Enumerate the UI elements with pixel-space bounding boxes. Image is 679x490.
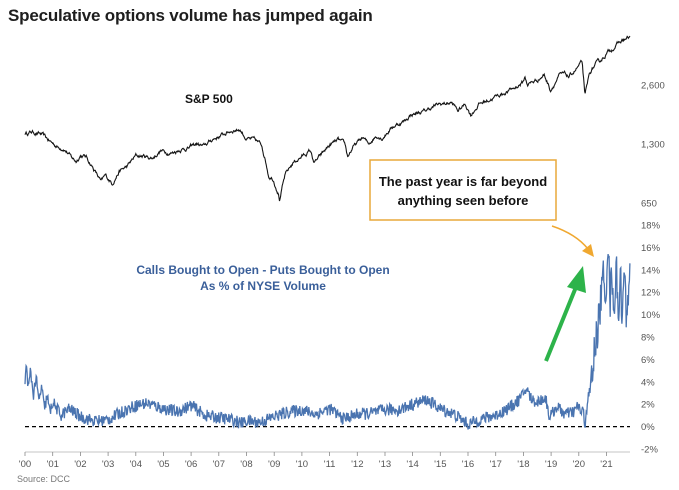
annotation-text-line1: The past year is far beyond — [379, 174, 547, 189]
x-tick-label: '21 — [600, 459, 612, 470]
x-tick-label: '08 — [240, 459, 252, 470]
x-tick-label: '20 — [573, 459, 585, 470]
options-y-tick-label: 8% — [641, 333, 655, 344]
options-y-tick-label: 0% — [641, 422, 655, 433]
options-series-label-line1: Calls Bought to Open - Puts Bought to Op… — [136, 263, 389, 277]
sp500-y-tick-label: 1,300 — [641, 140, 665, 151]
x-tick-label: '03 — [102, 459, 114, 470]
annotation-box — [369, 159, 557, 221]
green-trend-arrow-shaft — [544, 286, 578, 362]
annotation-text-line2: anything seen before — [398, 193, 529, 208]
chart-title: Speculative options volume has jumped ag… — [8, 6, 373, 25]
green-trend-arrowhead — [567, 266, 586, 293]
options-series-label-line2: As % of NYSE Volume — [200, 279, 326, 293]
x-tick-label: '15 — [434, 459, 446, 470]
options-y-tick-label: -2% — [641, 445, 658, 456]
x-tick-label: '17 — [490, 459, 502, 470]
x-tick-label: '04 — [130, 459, 142, 470]
sp500-y-axis: 650 1,300 2,600 — [641, 81, 665, 210]
options-y-tick-label: 2% — [641, 400, 655, 411]
options-y-tick-label: 6% — [641, 355, 655, 366]
options-y-tick-label: 10% — [641, 310, 661, 321]
x-tick-label: '02 — [74, 459, 86, 470]
annotation-pointer-arrow — [551, 225, 589, 250]
options-y-tick-label: 14% — [641, 265, 661, 276]
x-tick-label: '13 — [379, 459, 391, 470]
annotation-pointer-arrowhead — [582, 244, 594, 257]
x-tick-label: '16 — [462, 459, 474, 470]
x-tick-label: '09 — [268, 459, 280, 470]
x-tick-label: '11 — [324, 459, 336, 470]
options-y-tick-label: 12% — [641, 288, 661, 299]
x-tick-label: '00 — [19, 459, 31, 470]
x-tick-label: '07 — [213, 459, 225, 470]
options-y-tick-label: 18% — [641, 221, 661, 232]
source-note: Source: DCC — [17, 474, 71, 484]
options-y-axis: 18% 16% 14% 12% 10% 8% 6% 4% 2% 0% -2% — [641, 221, 661, 456]
options-y-tick-label: 16% — [641, 243, 661, 254]
sp500-y-tick-label: 2,600 — [641, 81, 665, 92]
sp500-y-tick-label: 650 — [641, 199, 657, 210]
x-tick-label: '19 — [545, 459, 557, 470]
x-tick-label: '12 — [351, 459, 363, 470]
x-tick-label: '18 — [517, 459, 529, 470]
x-tick-label: '06 — [185, 459, 197, 470]
sp500-label: S&P 500 — [185, 92, 233, 106]
x-tick-label: '05 — [157, 459, 169, 470]
options-volume-series-line — [24, 254, 631, 430]
options-y-tick-label: 4% — [641, 377, 655, 388]
x-tick-label: '14 — [406, 459, 418, 470]
sp500-series-line — [24, 35, 631, 202]
x-tick-label: '01 — [47, 459, 59, 470]
x-axis: '00 '01 '02 '03 '04 '05 '06 '07 '08 '09 '10 '11 '12 '… — [19, 451, 630, 470]
x-tick-label: '10 — [296, 459, 308, 470]
